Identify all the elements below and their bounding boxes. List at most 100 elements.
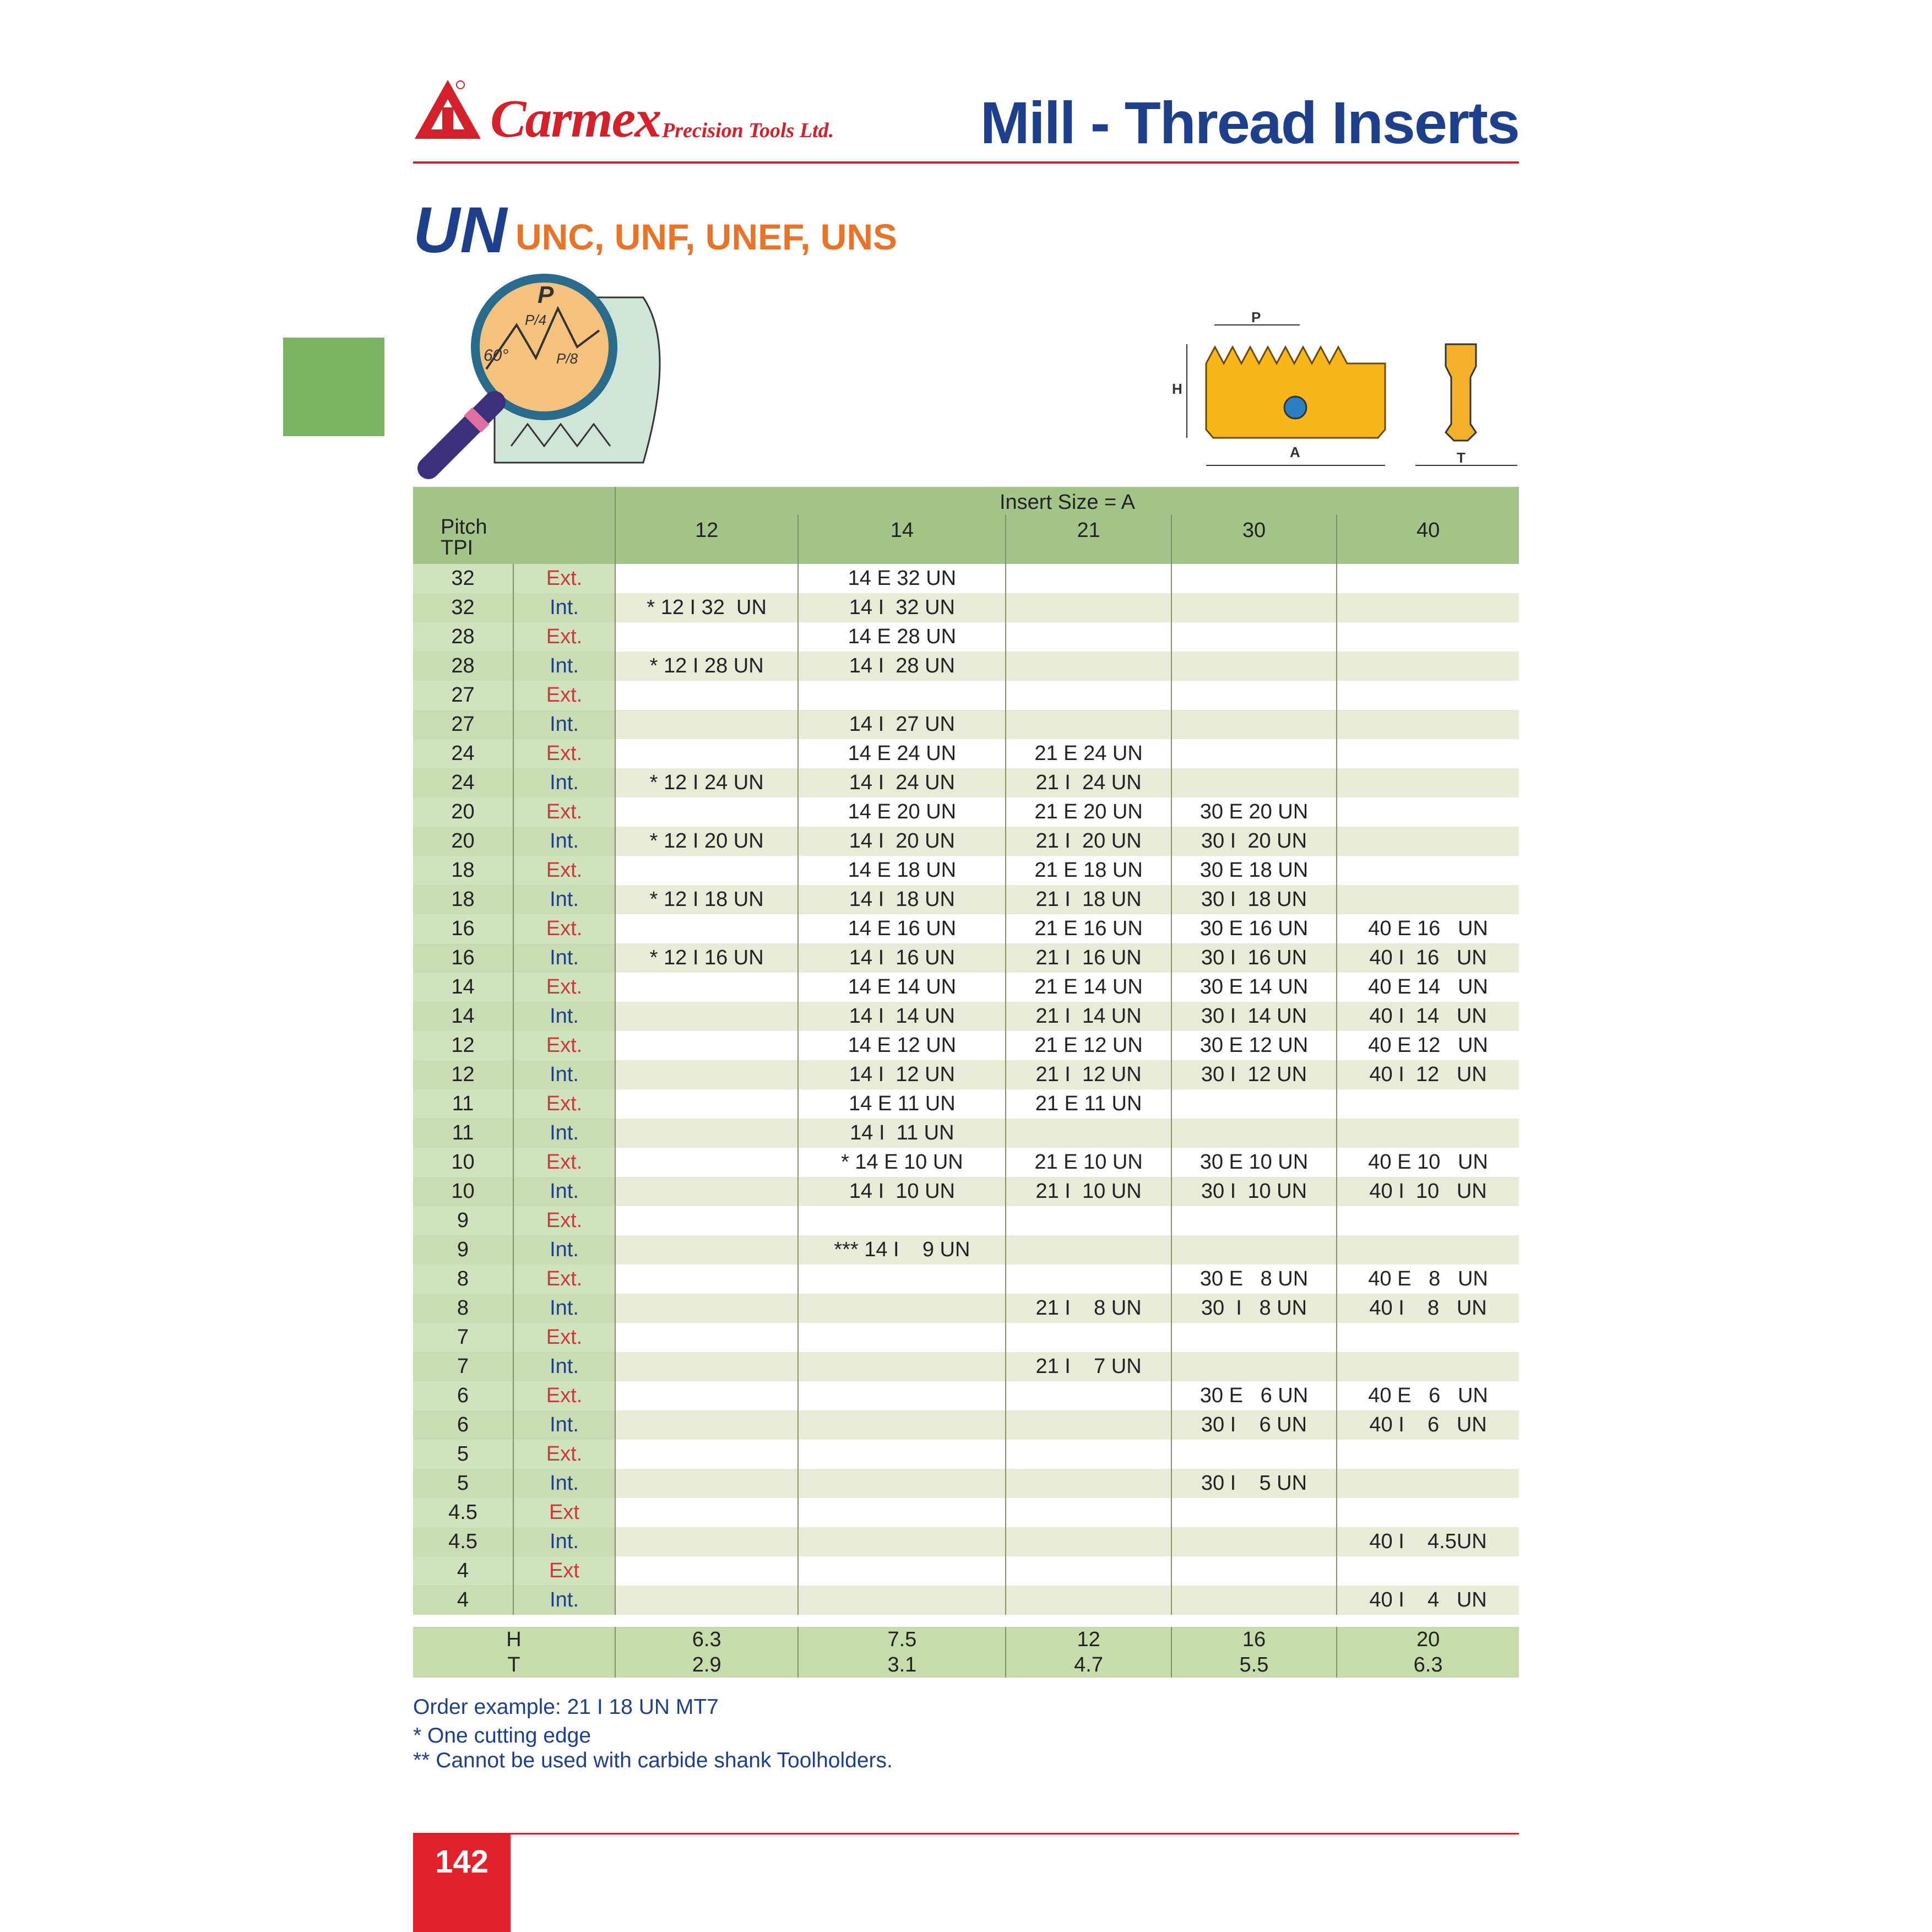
thread-type-cell: Int. bbox=[513, 1294, 615, 1323]
insert-code-cell bbox=[1005, 1498, 1171, 1527]
insert-code-cell: 14 I 20 UN bbox=[797, 827, 1006, 856]
insert-code-cell: 30 I 12 UN bbox=[1170, 1060, 1337, 1089]
size-header-30: 30 bbox=[1170, 514, 1337, 564]
thread-type-cell: Int. bbox=[513, 885, 615, 914]
insert-code-cell bbox=[614, 1002, 799, 1031]
insert-code-cell: 14 E 14 UN bbox=[797, 973, 1006, 1002]
insert-code-cell bbox=[1336, 681, 1519, 710]
thread-type-cell: Ext. bbox=[513, 564, 615, 593]
table-gap bbox=[413, 1615, 1519, 1627]
table-row: 24 Int. * 12 I 24 UN 14 I 24 UN 21 I 24 UN bbox=[413, 768, 1519, 797]
insert-code-cell bbox=[1170, 1206, 1337, 1235]
table-row: 11 Ext. 14 E 11 UN 21 E 11 UN bbox=[413, 1089, 1519, 1119]
insert-code-cell bbox=[614, 622, 799, 652]
table-row: 18 Ext. 14 E 18 UN 21 E 18 UN 30 E 18 UN bbox=[413, 856, 1519, 885]
pitch-cell: 4 bbox=[413, 1556, 513, 1586]
insert-code-cell bbox=[1170, 768, 1337, 797]
insert-code-cell bbox=[1336, 1119, 1519, 1148]
insert-code-cell bbox=[797, 1381, 1006, 1410]
insert-code-cell bbox=[614, 564, 799, 593]
thread-type-cell: Int. bbox=[513, 1586, 615, 1615]
insert-code-cell bbox=[1170, 1089, 1337, 1119]
table-row: 27 Int. 14 I 27 UN bbox=[413, 710, 1519, 739]
insert-code-cell bbox=[614, 1060, 799, 1089]
insert-code-cell bbox=[614, 1235, 799, 1265]
insert-code-cell: 30 I 16 UN bbox=[1170, 943, 1337, 973]
insert-code-cell bbox=[614, 856, 799, 885]
thread-type-cell: Int. bbox=[513, 710, 615, 739]
insert-code-cell: 30 E 6 UN bbox=[1170, 1381, 1337, 1410]
table-row: 16 Int. * 12 I 16 UN 14 I 16 UN 21 I 16 UN 30… bbox=[413, 943, 1519, 973]
insert-code-cell bbox=[614, 1440, 799, 1469]
table-row: 11 Int. 14 I 11 UN bbox=[413, 1119, 1519, 1148]
insert-code-cell bbox=[797, 1265, 1006, 1294]
insert-code-cell bbox=[797, 1498, 1006, 1527]
insert-code-cell bbox=[1170, 710, 1337, 739]
insert-code-cell: 30 I 14 UN bbox=[1170, 1002, 1337, 1031]
table-row: 4.5 Int. 40 I 4.5UN bbox=[413, 1527, 1519, 1556]
pitch-cell: 5 bbox=[413, 1469, 513, 1498]
insert-code-cell bbox=[797, 1206, 1006, 1235]
insert-code-cell bbox=[1336, 1323, 1519, 1352]
insert-code-cell bbox=[614, 1206, 799, 1235]
pitch-cell: 4.5 bbox=[413, 1498, 513, 1527]
brand-subtitle: Precision Tools Ltd. bbox=[662, 119, 834, 142]
insert-code-cell bbox=[1336, 1352, 1519, 1381]
insert-code-cell bbox=[1170, 622, 1337, 652]
insert-code-cell bbox=[614, 1294, 799, 1323]
insert-code-cell: 40 E 14 UN bbox=[1336, 973, 1519, 1002]
insert-code-cell: 14 E 20 UN bbox=[797, 797, 1006, 827]
gap-cell bbox=[413, 1615, 1519, 1627]
insert-code-cell: 21 I 7 UN bbox=[1005, 1352, 1171, 1381]
insert-code-cell: 40 I 14 UN bbox=[1336, 1002, 1519, 1031]
note-carbide-shank: ** Cannot be used with carbide shank Too… bbox=[413, 1749, 893, 1772]
insert-code-cell bbox=[614, 797, 799, 827]
thickness-label: T bbox=[1457, 449, 1466, 466]
thread-type-cell: Int. bbox=[513, 1235, 615, 1265]
insert-size-header: Insert Size = A bbox=[615, 487, 1519, 514]
insert-code-cell bbox=[614, 1556, 799, 1586]
insert-code-cell bbox=[614, 1148, 799, 1177]
insert-code-cell bbox=[1336, 1440, 1519, 1469]
pitch-cell: 11 bbox=[413, 1119, 513, 1148]
size-label: A bbox=[1290, 444, 1300, 460]
insert-code-cell bbox=[797, 1586, 1006, 1615]
insert-code-cell: 14 E 16 UN bbox=[797, 914, 1006, 943]
insert-code-cell: 21 E 12 UN bbox=[1005, 1031, 1171, 1060]
pitch-cell: 18 bbox=[413, 885, 513, 914]
eighth-pitch-label: P/8 bbox=[556, 350, 578, 367]
insert-code-cell bbox=[1170, 564, 1337, 593]
pitch-cell: 24 bbox=[413, 739, 513, 768]
insert-code-cell: 30 I 8 UN bbox=[1170, 1294, 1337, 1323]
insert-code-cell: 40 I 10 UN bbox=[1336, 1177, 1519, 1206]
thread-type-cell: Ext. bbox=[513, 739, 615, 768]
insert-code-cell bbox=[1170, 593, 1337, 622]
insert-code-cell bbox=[1005, 1440, 1171, 1469]
pitch-cell: 10 bbox=[413, 1148, 513, 1177]
thread-type-cell: Ext. bbox=[513, 1381, 615, 1410]
thread-type-cell: Ext bbox=[513, 1498, 615, 1527]
dimension-values: 6.3 2.9 bbox=[614, 1627, 799, 1678]
thread-type-cell: Int. bbox=[513, 1119, 615, 1148]
insert-code-cell: 40 I 8 UN bbox=[1336, 1294, 1519, 1323]
pitch-cell: 4 bbox=[413, 1586, 513, 1615]
thread-type-cell: Int. bbox=[513, 768, 615, 797]
insert-code-cell: 21 I 10 UN bbox=[1005, 1177, 1171, 1206]
table-row: 7 Int. 21 I 7 UN bbox=[413, 1352, 1519, 1381]
insert-code-cell bbox=[1336, 652, 1519, 681]
insert-code-cell: 21 E 14 UN bbox=[1005, 973, 1171, 1002]
table-row: 32 Int. * 12 I 32 UN 14 I 32 UN bbox=[413, 593, 1519, 622]
section-subtitle: UNC, UNF, UNEF, UNS bbox=[515, 216, 898, 257]
insert-code-cell bbox=[1336, 797, 1519, 827]
pitch-cell: 9 bbox=[413, 1206, 513, 1235]
insert-code-cell: 40 I 4 UN bbox=[1336, 1586, 1519, 1615]
insert-code-cell bbox=[1336, 768, 1519, 797]
insert-code-cell: 30 E 14 UN bbox=[1170, 973, 1337, 1002]
table-row: 20 Int. * 12 I 20 UN 14 I 20 UN 21 I 20 UN 30… bbox=[413, 827, 1519, 856]
table-row: 10 Ext. * 14 E 10 UN 21 E 10 UN 30 E 10 UN 40… bbox=[413, 1148, 1519, 1177]
insert-code-cell bbox=[797, 1410, 1006, 1440]
insert-code-cell bbox=[1005, 1235, 1171, 1265]
insert-code-cell bbox=[614, 1410, 799, 1440]
insert-code-cell: 40 E 6 UN bbox=[1336, 1381, 1519, 1410]
insert-code-cell: 14 E 18 UN bbox=[797, 856, 1006, 885]
